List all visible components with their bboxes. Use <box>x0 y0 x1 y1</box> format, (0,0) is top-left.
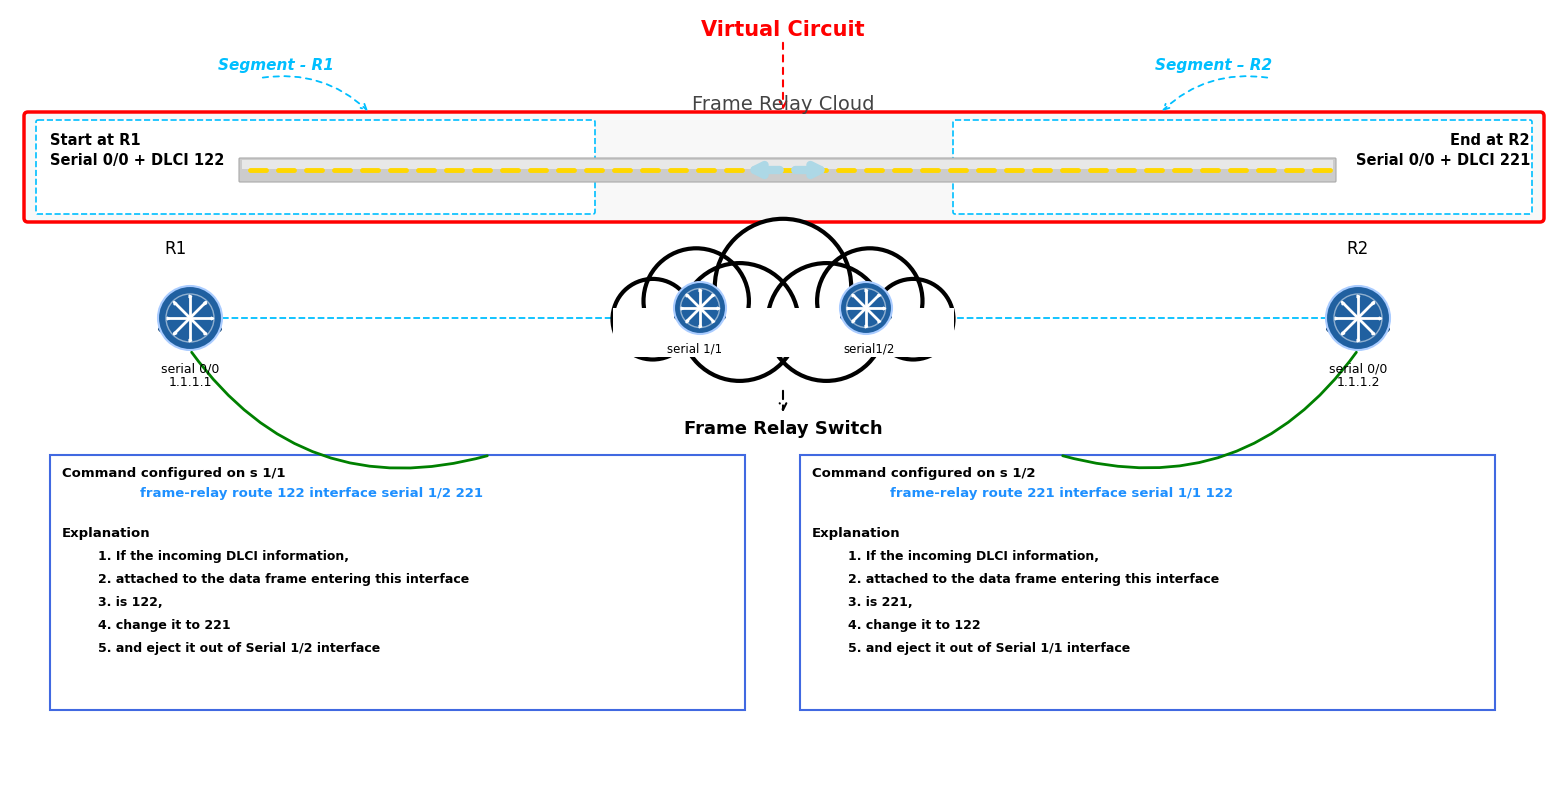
Text: Segment – R2: Segment – R2 <box>1155 58 1272 73</box>
FancyBboxPatch shape <box>240 158 1337 182</box>
Circle shape <box>873 279 953 359</box>
Bar <box>50 455 744 710</box>
Text: frame-relay route 221 interface serial 1/1 122: frame-relay route 221 interface serial 1… <box>890 487 1233 500</box>
Text: Command configured on s 1/1: Command configured on s 1/1 <box>63 467 285 480</box>
Text: 4. change it to 122: 4. change it to 122 <box>848 619 981 632</box>
Text: serial 0/0: serial 0/0 <box>1329 362 1387 375</box>
Bar <box>613 308 953 357</box>
Text: 4. change it to 221: 4. change it to 221 <box>99 619 230 632</box>
Text: 2. attached to the data frame entering this interface: 2. attached to the data frame entering t… <box>848 573 1219 586</box>
Circle shape <box>680 263 799 381</box>
Text: Serial 0/0 + DLCI 221: Serial 0/0 + DLCI 221 <box>1355 153 1529 168</box>
Text: Explanation: Explanation <box>812 527 901 540</box>
Text: 5. and eject it out of Serial 1/1 interface: 5. and eject it out of Serial 1/1 interf… <box>848 642 1130 655</box>
Text: frame-relay route 122 interface serial 1/2 221: frame-relay route 122 interface serial 1… <box>139 487 483 500</box>
Circle shape <box>674 282 726 334</box>
Text: 1. If the incoming DLCI information,: 1. If the incoming DLCI information, <box>848 550 1098 563</box>
Ellipse shape <box>840 310 892 324</box>
Text: serial 0/0: serial 0/0 <box>161 362 219 375</box>
Text: 1. If the incoming DLCI information,: 1. If the incoming DLCI information, <box>99 550 349 563</box>
Text: 1.1.1.2: 1.1.1.2 <box>1337 376 1381 389</box>
Text: 1.1.1.1: 1.1.1.1 <box>168 376 212 389</box>
FancyBboxPatch shape <box>953 120 1533 214</box>
Text: Frame Relay Switch: Frame Relay Switch <box>683 420 882 438</box>
Circle shape <box>816 248 923 354</box>
Circle shape <box>840 282 892 334</box>
Text: Command configured on s 1/2: Command configured on s 1/2 <box>812 467 1036 480</box>
Text: R2: R2 <box>1348 240 1370 258</box>
Text: 2. attached to the data frame entering this interface: 2. attached to the data frame entering t… <box>99 573 469 586</box>
Circle shape <box>158 286 223 350</box>
Circle shape <box>768 263 885 381</box>
Circle shape <box>715 219 851 355</box>
Ellipse shape <box>158 321 223 337</box>
Text: End at R2: End at R2 <box>1451 133 1529 148</box>
Text: 3. is 221,: 3. is 221, <box>848 596 912 609</box>
Text: serial1/2: serial1/2 <box>843 343 895 356</box>
Text: Explanation: Explanation <box>63 527 150 540</box>
FancyBboxPatch shape <box>24 112 1543 222</box>
Bar <box>241 160 1334 169</box>
Text: Serial 0/0 + DLCI 122: Serial 0/0 + DLCI 122 <box>50 153 224 168</box>
Text: Virtual Circuit: Virtual Circuit <box>700 20 865 40</box>
Circle shape <box>613 279 693 359</box>
FancyBboxPatch shape <box>36 120 595 214</box>
Circle shape <box>1326 286 1390 350</box>
Text: 5. and eject it out of Serial 1/2 interface: 5. and eject it out of Serial 1/2 interf… <box>99 642 381 655</box>
Circle shape <box>644 248 749 354</box>
Ellipse shape <box>1326 321 1390 337</box>
Text: 3. is 122,: 3. is 122, <box>99 596 163 609</box>
Text: R1: R1 <box>165 240 186 258</box>
Text: Segment - R1: Segment - R1 <box>218 58 334 73</box>
Text: serial 1/1: serial 1/1 <box>668 343 722 356</box>
Bar <box>801 455 1495 710</box>
Ellipse shape <box>674 310 726 324</box>
Text: Frame Relay Cloud: Frame Relay Cloud <box>691 95 874 114</box>
Text: Start at R1: Start at R1 <box>50 133 141 148</box>
